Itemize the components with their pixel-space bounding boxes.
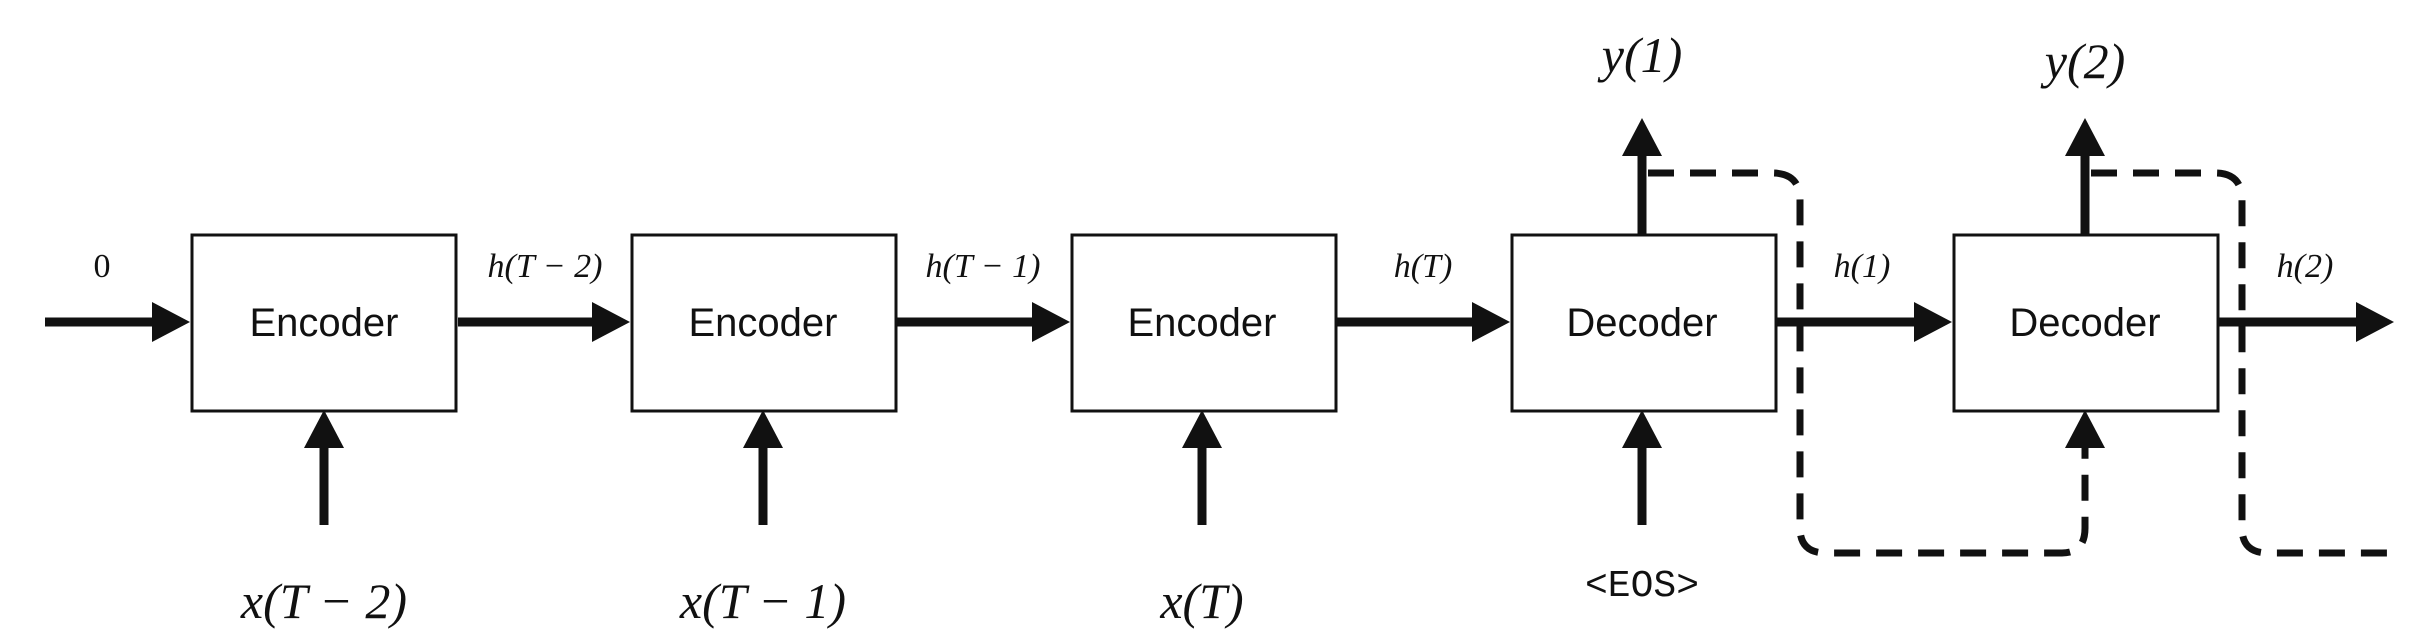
decoder-2-label: Decoder: [2009, 301, 2160, 345]
state-label-5: h(2): [2277, 248, 2334, 285]
encoder-1-label: Encoder: [250, 301, 399, 345]
encoder-1: Encoder: [190, 233, 458, 413]
decoder-2: Decoder: [1952, 233, 2220, 413]
encoder-3: Encoder: [1070, 233, 1338, 413]
decoder-1-output-label: y(1): [1597, 27, 1683, 83]
state-arrows: [45, 302, 2394, 342]
feedback-path-1: [1648, 169, 2089, 557]
encoder-3-label: Encoder: [1128, 301, 1277, 345]
input-arrows: [304, 410, 1662, 525]
encoder-2: Encoder: [630, 233, 898, 413]
encoder-2-input-label: x(T − 1): [679, 573, 846, 629]
decoder-1-input-label: <EOS>: [1585, 565, 1699, 608]
state-label-2: h(T − 1): [926, 248, 1041, 285]
state-label-1: h(T − 2): [488, 248, 603, 285]
state-label-4: h(1): [1834, 248, 1891, 285]
encoder-2-label: Encoder: [689, 301, 838, 345]
encoder-1-input-label: x(T − 2): [240, 573, 407, 629]
decoder-1: Decoder: [1510, 233, 1778, 413]
feedback-paths: [1648, 169, 2395, 557]
feedback-path-2: [2091, 169, 2395, 557]
encoder-3-input-label: x(T): [1159, 573, 1243, 629]
decoder-1-label: Decoder: [1566, 301, 1717, 345]
initial-state-label: 0: [94, 248, 111, 285]
state-label-3: h(T): [1394, 248, 1453, 285]
decoder-2-output-label: y(2): [2040, 33, 2126, 89]
output-arrows: [1622, 118, 2105, 235]
